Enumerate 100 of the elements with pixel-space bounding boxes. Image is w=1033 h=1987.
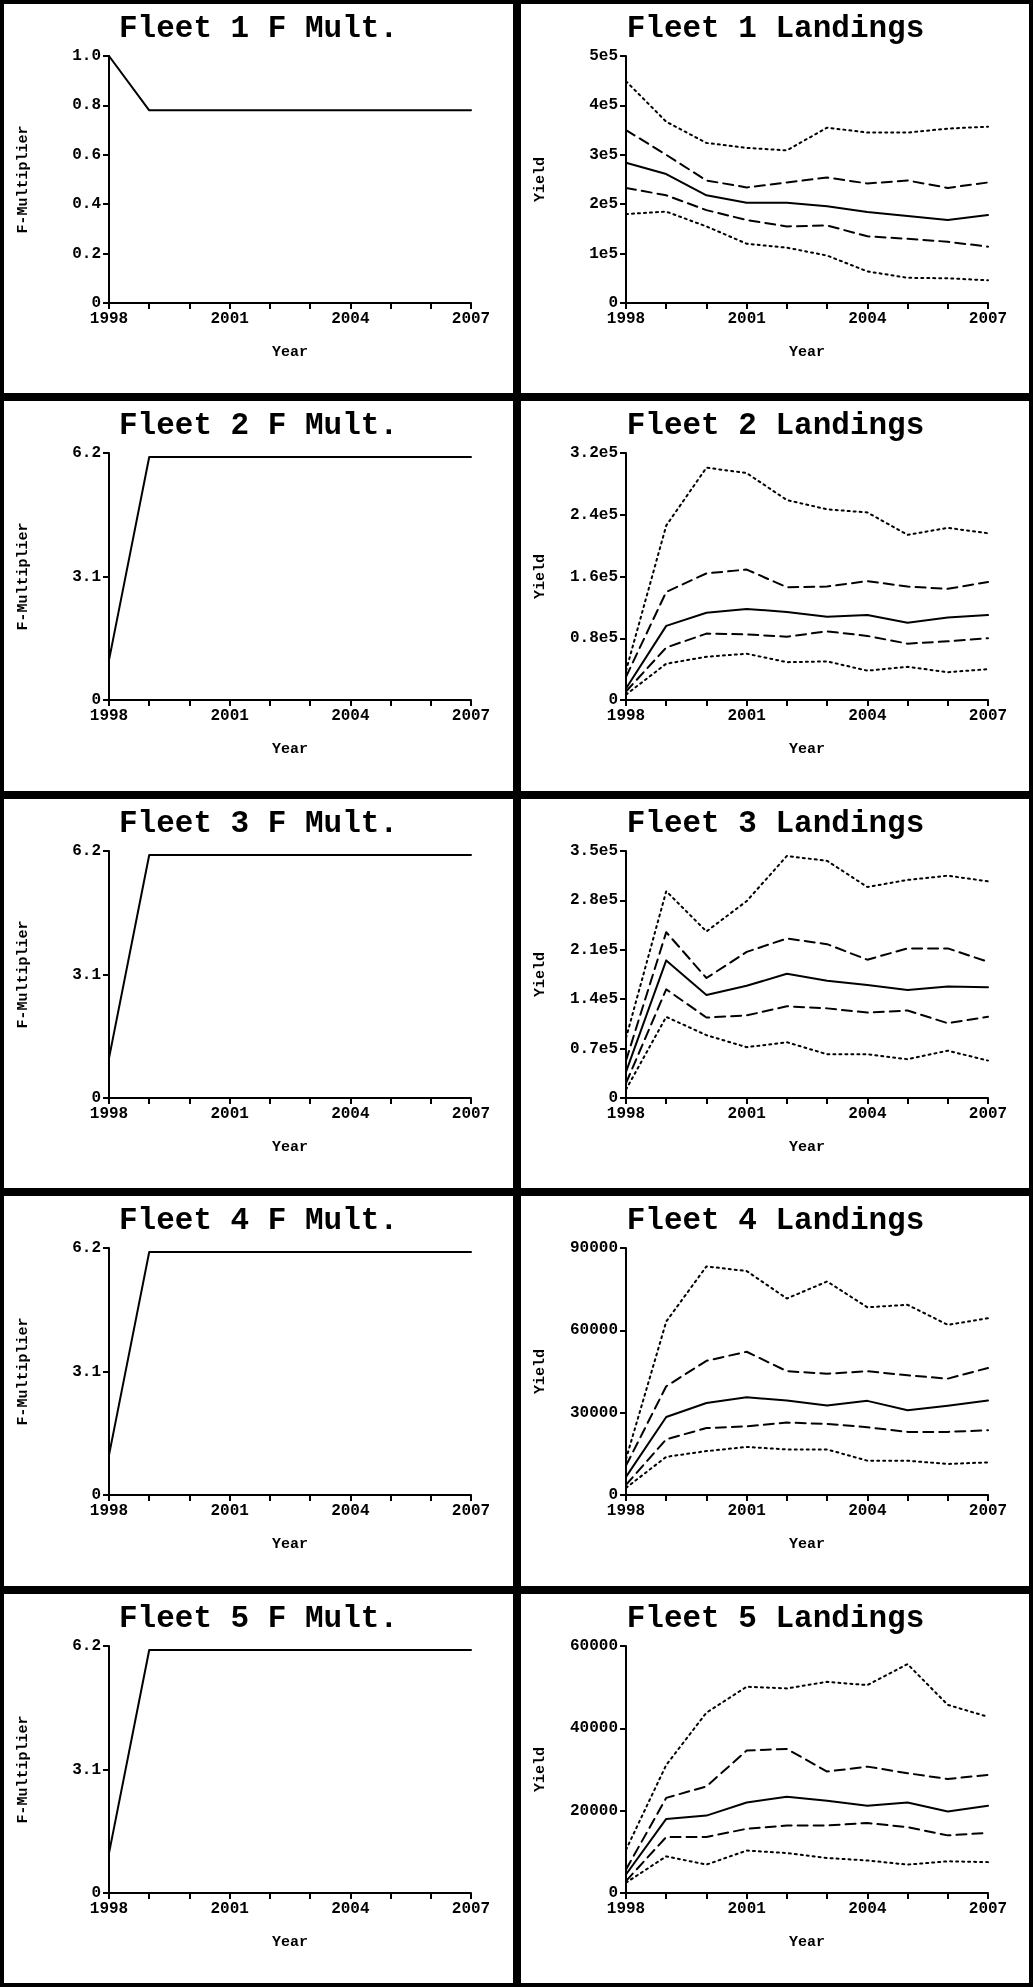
y-axis-title: Yield: [531, 1746, 549, 1792]
x-tick-label: 2001: [726, 310, 766, 328]
y-tick-label: 0: [607, 691, 618, 710]
y-tick-label: 90000: [569, 1239, 618, 1258]
y-tick-label: 1.4e5: [569, 990, 618, 1008]
y-axis-title: F-Multiplier: [15, 1715, 32, 1824]
x-tick-label: 2007: [968, 1502, 1007, 1521]
x-axis-title: Year: [271, 344, 309, 361]
x-tick-label: 2007: [968, 310, 1007, 328]
x-tick-label: 2001: [210, 707, 249, 726]
x-tick-label: 2007: [451, 1502, 491, 1521]
y-tick-label: 60000: [569, 1321, 618, 1340]
x-axis-title: Year: [788, 741, 825, 759]
x-tick-label: 2007: [968, 1899, 1007, 1918]
chart-title: Fleet 1 Landings: [626, 11, 924, 46]
x-axis-title: Year: [271, 1138, 309, 1156]
x-tick-label: 2007: [451, 1104, 491, 1123]
y-tick-label: 0: [607, 294, 618, 312]
x-tick-label: 1998: [606, 1502, 645, 1521]
y-tick-label: 1.0: [72, 47, 101, 65]
y-tick-label: 5e5: [588, 47, 618, 65]
x-tick-label: 2004: [331, 1502, 370, 1521]
x-tick-label: 2007: [451, 310, 491, 328]
x-tick-label: 1998: [606, 707, 645, 726]
chart-title: Fleet 3 F Mult.: [118, 805, 399, 841]
y-tick-label: 0.4: [72, 195, 102, 214]
y-tick-label: 6.2: [72, 1239, 101, 1258]
y-tick-label: 0.8: [72, 96, 101, 115]
y-tick-label: 0: [607, 1883, 618, 1902]
y-tick-label: 0.2: [72, 244, 101, 263]
y-tick-label: 1.6e5: [569, 567, 618, 586]
chart-title: Fleet 1 F Mult.: [118, 11, 399, 46]
chart-title: Fleet 4 Landings: [626, 1203, 924, 1239]
x-axis-title: Year: [271, 741, 309, 759]
x-tick-label: 2004: [847, 310, 887, 328]
y-tick-label: 0: [91, 691, 101, 710]
x-tick-label: 2001: [726, 1502, 766, 1521]
y-tick-label: 1e5: [588, 244, 618, 263]
y-tick-label: 0: [607, 1088, 618, 1107]
x-axis-title: Year: [788, 1536, 825, 1554]
y-tick-label: 0: [91, 1088, 101, 1107]
x-tick-label: 2004: [847, 1104, 887, 1123]
x-tick-label: 2001: [726, 1104, 766, 1123]
y-tick-label: 0: [91, 294, 101, 312]
y-tick-label: 20000: [569, 1801, 618, 1820]
x-tick-label: 2007: [968, 707, 1007, 726]
y-tick-label: 0.6: [72, 145, 101, 164]
x-tick-label: 2004: [331, 707, 370, 726]
x-tick-label: 1998: [606, 310, 645, 328]
y-tick-label: 60000: [569, 1636, 618, 1655]
x-tick-label: 1998: [89, 707, 129, 726]
x-tick-label: 1998: [606, 1899, 645, 1918]
y-tick-label: 6.2: [72, 444, 101, 463]
x-tick-label: 2004: [847, 1899, 887, 1918]
y-tick-label: 4e5: [588, 96, 618, 115]
chart-title: Fleet 5 Landings: [626, 1600, 924, 1636]
x-tick-label: 2004: [847, 707, 887, 726]
y-axis-title: Yield: [531, 156, 549, 203]
x-tick-label: 1998: [89, 1104, 129, 1123]
y-tick-label: 2.8e5: [569, 891, 618, 910]
y-tick-label: 40000: [569, 1718, 618, 1737]
x-axis-title: Year: [788, 1933, 825, 1951]
y-axis-title: F-Multiplier: [15, 125, 32, 234]
y-tick-label: 30000: [569, 1403, 618, 1422]
y-tick-label: 6.2: [72, 841, 101, 860]
y-tick-label: 2e5: [588, 195, 618, 214]
x-tick-label: 2001: [210, 310, 249, 328]
y-tick-label: 6.2: [72, 1636, 101, 1655]
y-tick-label: 3.1: [72, 567, 101, 586]
x-tick-label: 1998: [89, 310, 129, 328]
y-axis-title: F-Multiplier: [15, 522, 32, 631]
y-axis-title: F-Multiplier: [15, 920, 32, 1029]
y-axis-title: Yield: [531, 951, 549, 997]
y-tick-label: 0.7e5: [569, 1039, 618, 1058]
y-tick-label: 3.1: [72, 1760, 101, 1779]
x-tick-label: 2007: [451, 707, 491, 726]
x-tick-label: 1998: [89, 1899, 129, 1918]
y-axis-title: Yield: [531, 1349, 549, 1395]
x-tick-label: 2004: [331, 1899, 370, 1918]
x-tick-label: 2004: [331, 310, 370, 328]
y-tick-label: 0: [91, 1883, 101, 1902]
x-tick-label: 2001: [210, 1502, 249, 1521]
y-tick-label: 0: [607, 1486, 618, 1505]
x-tick-label: 2007: [451, 1899, 491, 1918]
y-tick-label: 3.1: [72, 1362, 101, 1381]
y-tick-label: 3e5: [588, 145, 618, 164]
chart-title: Fleet 5 F Mult.: [118, 1600, 399, 1636]
chart-title: Fleet 3 Landings: [626, 805, 924, 841]
x-tick-label: 2004: [331, 1104, 370, 1123]
y-tick-label: 3.1: [72, 965, 101, 984]
x-tick-label: 2001: [726, 707, 766, 726]
y-tick-label: 3.2e5: [569, 444, 618, 463]
y-axis-title: F-Multiplier: [15, 1317, 32, 1426]
x-axis-title: Year: [788, 1138, 825, 1156]
x-axis-title: Year: [271, 1536, 309, 1554]
y-tick-label: 0: [91, 1486, 101, 1505]
chart-title: Fleet 2 Landings: [626, 408, 924, 444]
x-axis-title: Year: [788, 344, 825, 361]
x-tick-label: 2007: [968, 1104, 1007, 1123]
chart-title: Fleet 2 F Mult.: [118, 408, 399, 444]
